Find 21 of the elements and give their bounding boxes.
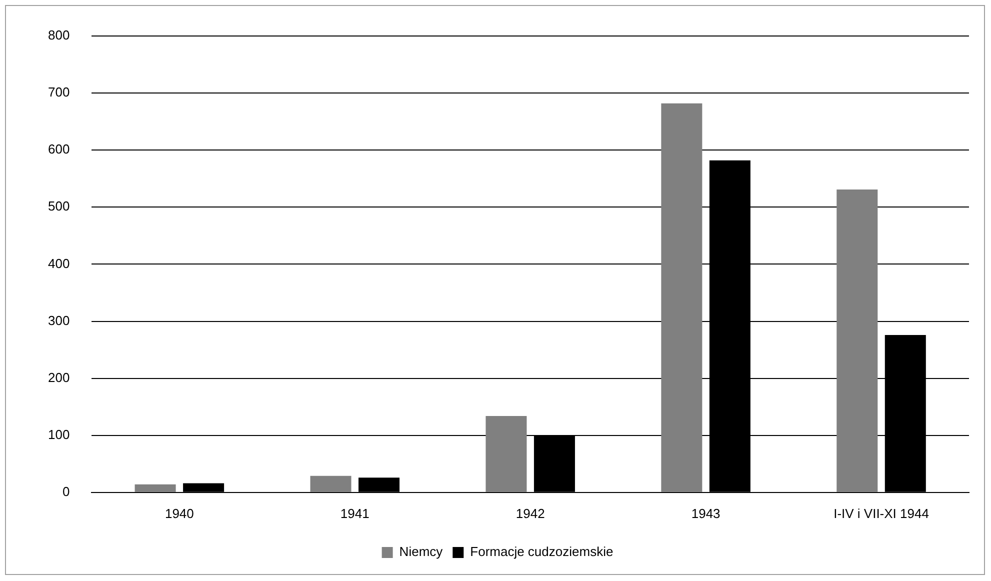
x-tick-label: 1942: [516, 506, 545, 521]
bar: [134, 484, 176, 492]
y-tick-label: 700: [48, 84, 70, 100]
x-tick-label: 1941: [340, 506, 370, 521]
y-tick-label: 100: [48, 426, 70, 442]
x-tick-label: 1943: [691, 506, 720, 521]
x-tick-label: I-IV i VII-XI 1944: [834, 506, 929, 521]
y-tick-label: 300: [48, 312, 70, 328]
y-tick-label: 600: [48, 142, 70, 157]
bar: [486, 416, 527, 492]
y-tick-label: 400: [48, 256, 70, 271]
bar: [661, 103, 702, 492]
bar: [836, 189, 878, 492]
y-tick-label: 200: [48, 370, 70, 385]
bar: [310, 476, 352, 492]
legend-label: Formacje cudzoziemskie: [470, 544, 614, 560]
x-tick-label: 1940: [164, 506, 194, 521]
y-tick-label: 500: [48, 198, 70, 214]
legend-label: Niemcy: [399, 544, 444, 560]
y-tick-label: 800: [48, 28, 70, 43]
y-tick-label: 0: [62, 484, 70, 499]
